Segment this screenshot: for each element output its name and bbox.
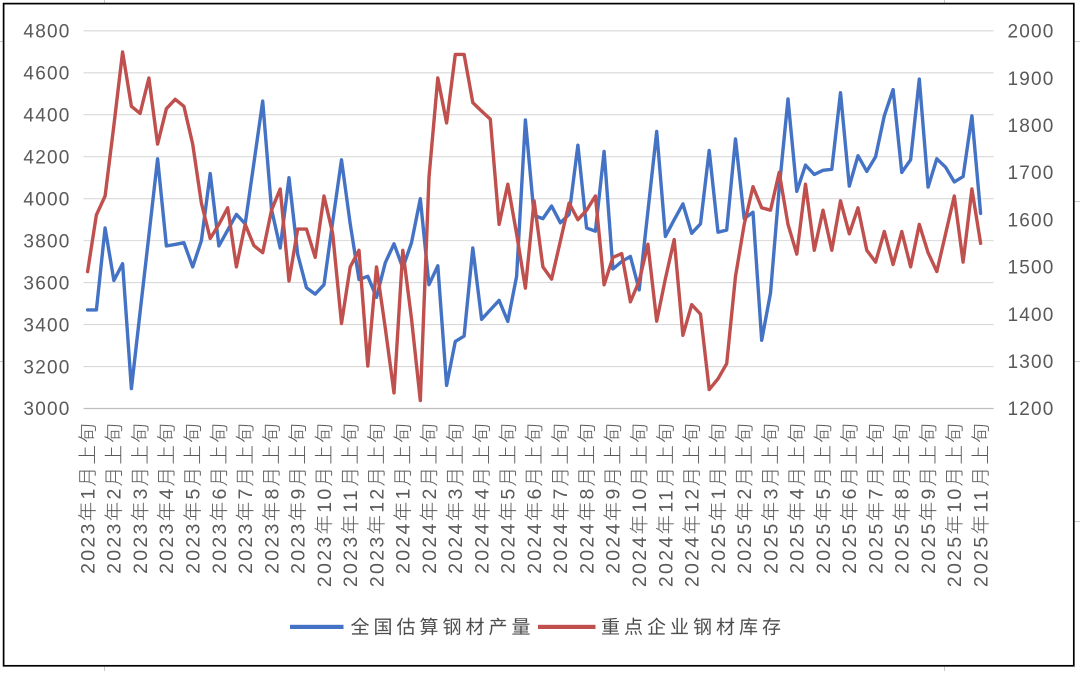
- svg-text:5: 5: [183, 486, 205, 499]
- svg-text:9: 9: [603, 486, 625, 499]
- svg-text:2024: 2024: [577, 521, 599, 574]
- svg-text:2: 2: [734, 486, 756, 499]
- svg-text:1: 1: [708, 486, 730, 499]
- svg-text:3: 3: [760, 486, 782, 499]
- svg-text:4: 4: [471, 486, 493, 499]
- svg-text:2024: 2024: [629, 535, 651, 588]
- svg-text:1900: 1900: [1008, 69, 1055, 90]
- svg-text:2023: 2023: [209, 521, 231, 574]
- svg-text:7: 7: [865, 486, 887, 499]
- svg-text:2024: 2024: [419, 521, 441, 574]
- svg-text:2025: 2025: [970, 535, 992, 588]
- svg-text:7: 7: [235, 486, 257, 499]
- svg-text:2025: 2025: [734, 521, 756, 574]
- svg-text:2025: 2025: [760, 521, 782, 574]
- svg-text:8: 8: [261, 486, 283, 499]
- svg-text:1800: 1800: [1008, 116, 1055, 137]
- svg-text:6: 6: [209, 486, 231, 499]
- svg-text:1300: 1300: [1008, 352, 1055, 373]
- svg-text:5: 5: [498, 486, 520, 499]
- svg-text:3000: 3000: [23, 399, 70, 420]
- svg-text:8: 8: [577, 486, 599, 499]
- svg-text:2025: 2025: [839, 521, 861, 574]
- svg-text:1500: 1500: [1008, 258, 1055, 279]
- svg-text:1200: 1200: [1008, 399, 1055, 420]
- svg-text:2024: 2024: [524, 521, 546, 574]
- svg-text:2000: 2000: [1008, 22, 1055, 43]
- svg-text:3400: 3400: [23, 315, 70, 336]
- svg-text:4800: 4800: [23, 22, 70, 43]
- svg-text:2024: 2024: [550, 521, 572, 574]
- svg-text:2023: 2023: [314, 535, 336, 588]
- svg-text:2024: 2024: [655, 535, 677, 588]
- svg-text:2023: 2023: [235, 521, 257, 574]
- svg-text:2023: 2023: [288, 521, 310, 574]
- svg-text:1400: 1400: [1008, 305, 1055, 326]
- svg-text:9: 9: [918, 486, 940, 499]
- svg-text:5: 5: [813, 486, 835, 499]
- svg-text:2023: 2023: [340, 535, 362, 588]
- svg-text:11: 11: [970, 488, 992, 513]
- svg-text:2023: 2023: [366, 535, 388, 588]
- svg-text:10: 10: [314, 486, 336, 512]
- svg-text:4000: 4000: [23, 189, 70, 210]
- svg-text:3: 3: [445, 486, 467, 499]
- svg-text:1700: 1700: [1008, 163, 1055, 184]
- svg-text:4600: 4600: [23, 64, 70, 85]
- svg-text:2023: 2023: [104, 521, 126, 574]
- svg-text:2023: 2023: [130, 521, 152, 574]
- svg-text:2025: 2025: [787, 521, 809, 574]
- svg-text:8: 8: [892, 486, 914, 499]
- svg-text:2: 2: [419, 486, 441, 499]
- svg-text:1: 1: [77, 486, 99, 499]
- svg-text:12: 12: [366, 486, 388, 512]
- svg-text:2024: 2024: [471, 521, 493, 574]
- svg-text:2023: 2023: [77, 521, 99, 574]
- svg-text:10: 10: [629, 486, 651, 512]
- svg-text:2025: 2025: [813, 521, 835, 574]
- svg-text:9: 9: [288, 486, 310, 499]
- svg-text:2023: 2023: [183, 521, 205, 574]
- svg-text:11: 11: [655, 488, 677, 513]
- svg-text:1: 1: [393, 486, 415, 499]
- svg-text:2025: 2025: [892, 521, 914, 574]
- svg-text:4: 4: [156, 486, 178, 499]
- svg-text:7: 7: [550, 486, 572, 499]
- svg-text:10: 10: [944, 486, 966, 512]
- svg-text:3: 3: [130, 486, 152, 499]
- svg-text:2024: 2024: [682, 535, 704, 588]
- svg-text:3200: 3200: [23, 357, 70, 378]
- svg-text:2024: 2024: [603, 521, 625, 574]
- svg-text:1600: 1600: [1008, 210, 1055, 231]
- svg-text:12: 12: [682, 486, 704, 512]
- svg-text:11: 11: [340, 488, 362, 513]
- svg-text:2024: 2024: [498, 521, 520, 574]
- svg-text:3600: 3600: [23, 273, 70, 294]
- svg-text:2024: 2024: [393, 521, 415, 574]
- svg-text:2025: 2025: [944, 535, 966, 588]
- svg-text:2: 2: [104, 486, 126, 499]
- svg-text:2023: 2023: [261, 521, 283, 574]
- svg-text:2025: 2025: [865, 521, 887, 574]
- svg-text:6: 6: [839, 486, 861, 499]
- svg-text:4400: 4400: [23, 106, 70, 127]
- svg-text:4200: 4200: [23, 147, 70, 168]
- svg-text:3800: 3800: [23, 231, 70, 252]
- svg-text:2024: 2024: [445, 521, 467, 574]
- svg-text:2023: 2023: [156, 521, 178, 574]
- svg-text:6: 6: [524, 486, 546, 499]
- svg-text:2025: 2025: [918, 521, 940, 574]
- svg-text:2025: 2025: [708, 521, 730, 574]
- svg-text:4: 4: [787, 486, 809, 499]
